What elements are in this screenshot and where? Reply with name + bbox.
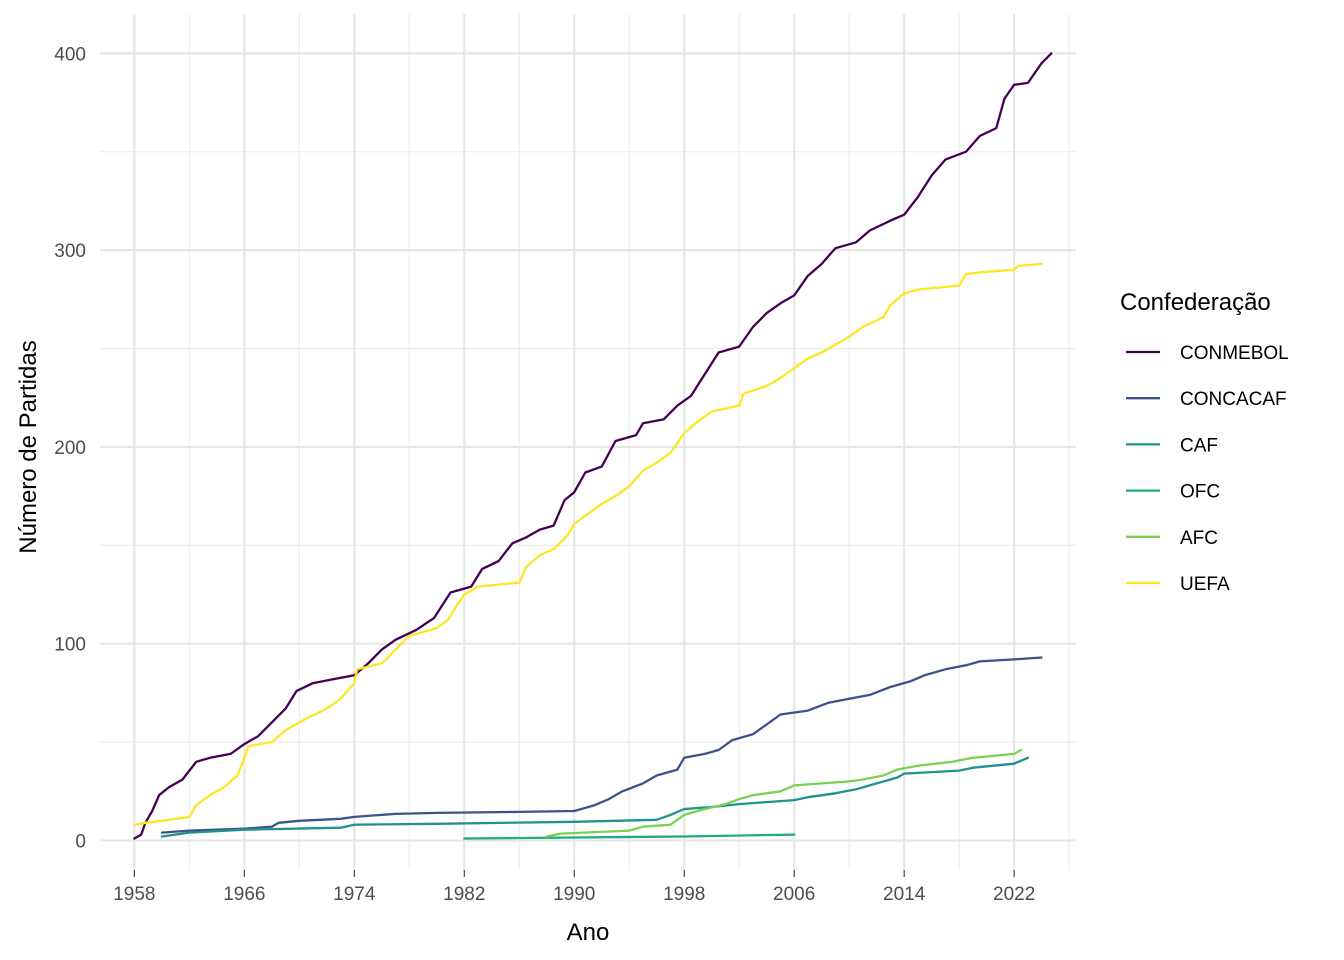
series-line-uefa (133, 262, 1043, 826)
y-tick-label: 400 (54, 44, 86, 65)
legend-item-uefa: UEFA (1126, 574, 1230, 595)
y-tick-label: 200 (54, 438, 86, 459)
legend-item-caf: CAF (1126, 435, 1218, 456)
x-tick-label: 1982 (443, 884, 485, 905)
major-gridlines (100, 14, 1076, 870)
series-line-conmebol (133, 52, 1053, 840)
legend-label: AFC (1180, 528, 1218, 549)
x-tick-label: 1974 (333, 884, 376, 905)
legend-label: OFC (1180, 482, 1220, 503)
x-tick-label: 2022 (993, 884, 1035, 905)
series-line-concacaf (160, 656, 1043, 834)
legend-item-concacaf: CONCACAF (1126, 389, 1287, 410)
legend: Confederação CONMEBOL CONCACAF CAF OFC AFC UE… (1120, 289, 1289, 595)
x-tick-label: 1990 (553, 884, 595, 905)
y-axis-ticks: 0 100 200 300 400 (54, 44, 86, 852)
legend-label: CAF (1180, 435, 1218, 456)
x-tick-label: 1958 (113, 884, 155, 905)
legend-label: CONMEBOL (1180, 343, 1289, 364)
series-lines (133, 52, 1053, 840)
y-tick-label: 0 (75, 831, 86, 852)
legend-item-afc: AFC (1126, 528, 1218, 549)
legend-title: Confederação (1120, 289, 1271, 316)
y-axis-title: Número de Partidas (15, 340, 42, 553)
legend-item-conmebol: CONMEBOL (1126, 343, 1289, 364)
minor-gridlines (100, 14, 1076, 870)
legend-label: UEFA (1180, 574, 1230, 595)
y-tick-label: 100 (54, 635, 86, 656)
x-axis-title: Ano (567, 919, 610, 946)
legend-item-ofc: OFC (1126, 482, 1220, 503)
x-axis-ticks: 1958 1966 1974 1982 1990 1998 2006 2014 2022 (113, 870, 1035, 905)
series-line-caf (160, 756, 1030, 838)
y-tick-label: 300 (54, 241, 86, 262)
x-tick-label: 1966 (223, 884, 265, 905)
series-line-ofc (463, 833, 796, 840)
series-line-afc (545, 748, 1023, 838)
x-tick-label: 2006 (773, 884, 815, 905)
legend-label: CONCACAF (1180, 389, 1287, 410)
x-tick-label: 1998 (663, 884, 705, 905)
x-tick-label: 2014 (883, 884, 926, 905)
